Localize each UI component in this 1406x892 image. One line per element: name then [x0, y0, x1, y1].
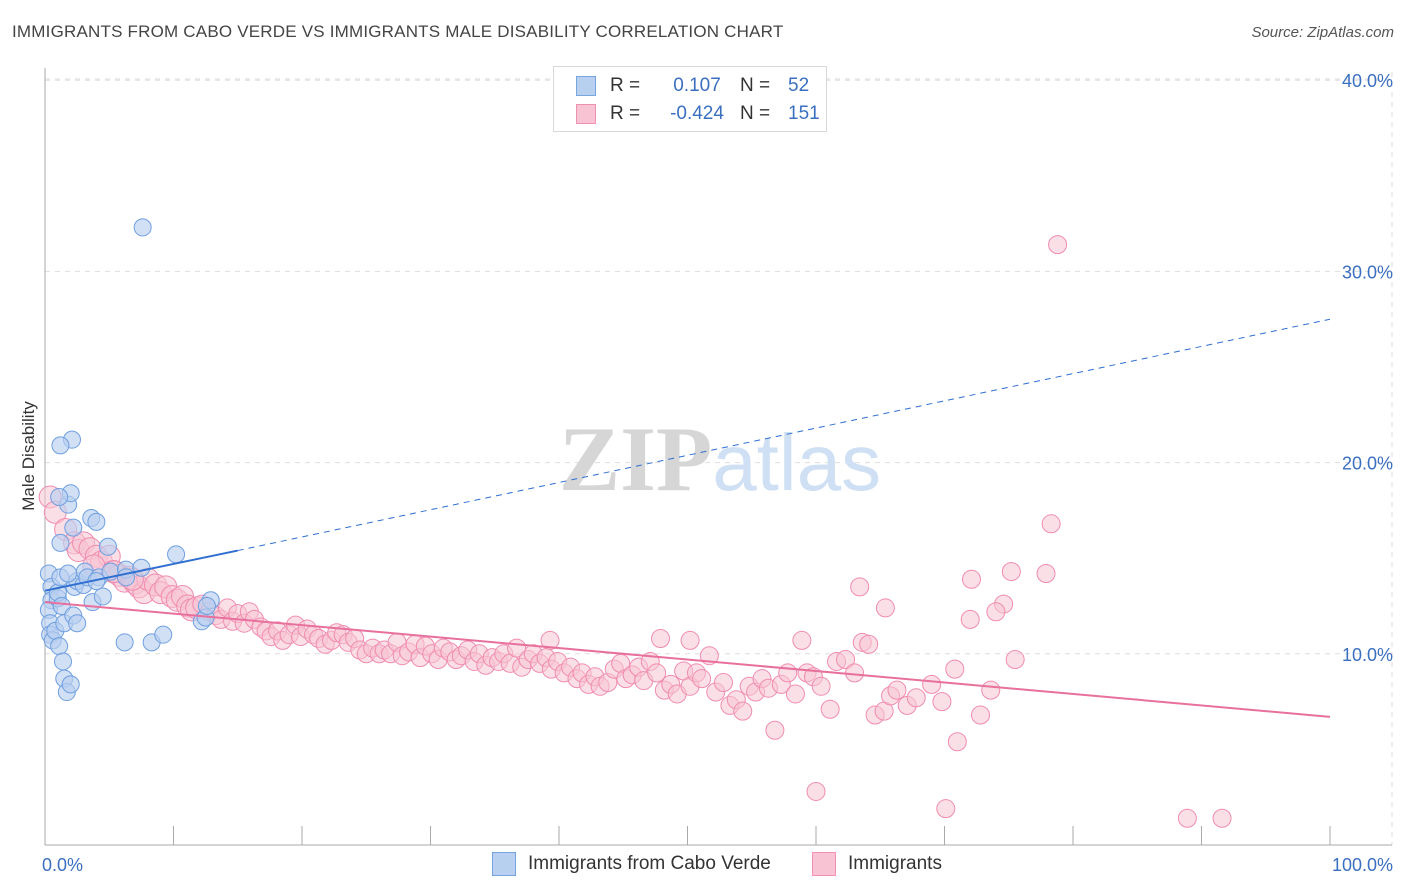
immigrants-point	[875, 598, 895, 618]
immigrants-point	[970, 705, 990, 725]
watermark-zip: ZIP	[559, 408, 712, 510]
legend-r-label: R =	[610, 103, 641, 124]
immigrants-point	[981, 680, 1001, 700]
immigrants-point	[820, 699, 840, 719]
legend-n-label: N =	[740, 75, 771, 96]
immigrants-point	[961, 569, 981, 589]
bottom-legend-cabo-verde[interactable]: Immigrants from Cabo Verde	[492, 851, 771, 877]
immigrants-point	[651, 629, 671, 649]
watermark-atlas: atlas	[712, 418, 881, 507]
cabo-verde-point	[167, 545, 186, 564]
immigrants-point	[859, 634, 879, 654]
immigrants-trend-line	[44, 601, 1331, 718]
legend-swatch-blue	[576, 76, 596, 96]
legend-n-label: N =	[740, 103, 771, 124]
cabo-verde-point	[197, 597, 216, 615]
immigrants-point	[936, 799, 956, 819]
stats-legend: R = 0.107 N = 52 R = -0.424 N = 151	[553, 66, 827, 132]
source-label: Source: ZipAtlas.com	[1251, 24, 1394, 41]
immigrants-point	[713, 672, 733, 692]
legend-r-label: R =	[610, 75, 641, 96]
cabo-verde-points	[39, 218, 220, 702]
immigrants-point	[778, 663, 798, 683]
x-tick-label: 100.0%	[1332, 855, 1393, 875]
immigrants-point	[1212, 808, 1232, 828]
immigrants-point	[850, 577, 870, 597]
immigrants-point	[806, 781, 826, 801]
cabo-verde-point	[93, 587, 112, 606]
bottom-legend-label: Immigrants	[848, 853, 942, 874]
immigrants-point	[785, 684, 805, 704]
cabo-verde-point	[61, 675, 80, 694]
y-tick-label: 30.0%	[1342, 262, 1393, 282]
legend-swatch-pink	[576, 104, 596, 124]
y-axis-label: Male Disability	[19, 401, 38, 511]
legend-row-cabo-verde: R = 0.107 N = 52	[576, 73, 809, 99]
cabo-verde-point	[50, 488, 69, 507]
y-tick-label: 20.0%	[1342, 454, 1393, 474]
immigrants-point	[692, 669, 712, 689]
legend-n-value: 52	[788, 75, 810, 96]
immigrants-point	[960, 609, 980, 629]
immigrants-point	[945, 659, 965, 679]
axes	[44, 68, 1392, 846]
legend-r-value: 0.107	[673, 75, 721, 96]
legend-row-immigrants: R = -0.424 N = 151	[576, 101, 820, 127]
immigrants-point	[1048, 235, 1068, 255]
cabo-verde-point	[154, 625, 173, 644]
immigrants-point	[922, 674, 942, 694]
bottom-legend-swatch-blue	[492, 852, 516, 876]
immigrants-point	[1041, 514, 1061, 534]
immigrants-point	[540, 630, 560, 650]
cabo-verde-point	[64, 518, 83, 537]
immigrants-point	[1036, 563, 1056, 583]
cabo-verde-point	[51, 436, 70, 455]
chart-title: IMMIGRANTS FROM CABO VERDE VS IMMIGRANTS…	[12, 22, 784, 41]
cabo-verde-point	[53, 652, 72, 671]
watermark: ZIPatlas	[559, 408, 881, 510]
x-tick-label: 0.0%	[42, 855, 83, 875]
immigrants-point	[680, 630, 700, 650]
legend-n-value: 151	[788, 103, 820, 124]
immigrants-point	[765, 720, 785, 740]
cabo-verde-point	[132, 558, 151, 577]
bottom-legend-swatch-pink	[812, 852, 836, 876]
immigrants-point	[906, 688, 926, 708]
cabo-verde-point	[115, 633, 134, 652]
cabo-verde-point	[59, 564, 78, 583]
immigrants-point	[792, 630, 812, 650]
cabo-verde-trend-line	[44, 549, 238, 592]
immigrants-point	[1005, 650, 1025, 670]
immigrants-point	[1001, 562, 1021, 582]
y-tick-label: 40.0%	[1342, 71, 1393, 91]
immigrants-point	[836, 650, 856, 670]
y-tick-label: 10.0%	[1342, 645, 1393, 665]
bottom-legend-immigrants[interactable]: Immigrants	[812, 851, 942, 877]
cabo-verde-point	[50, 637, 69, 656]
legend-r-value: -0.424	[670, 103, 724, 124]
cabo-verde-point	[68, 614, 87, 633]
immigrants-points	[38, 235, 1232, 828]
immigrants-point	[1177, 808, 1197, 828]
cabo-verde-point	[116, 568, 135, 587]
tick-labels: 10.0% 20.0% 30.0% 40.0% 0.0% 100.0%	[42, 71, 1393, 875]
immigrants-point	[887, 680, 907, 700]
bottom-legend-label: Immigrants from Cabo Verde	[528, 853, 771, 874]
immigrants-point	[932, 692, 952, 712]
immigrants-point	[647, 663, 667, 683]
immigrants-point	[947, 732, 967, 752]
trend-lines	[44, 318, 1331, 718]
cabo-verde-point	[98, 537, 117, 556]
immigrants-point	[733, 701, 753, 721]
cabo-verde-point	[51, 533, 70, 552]
cabo-verde-point	[52, 597, 71, 615]
cabo-verde-point	[133, 218, 152, 237]
immigrants-point	[986, 602, 1006, 622]
cabo-verde-point	[87, 512, 106, 531]
immigrants-point	[811, 676, 831, 696]
